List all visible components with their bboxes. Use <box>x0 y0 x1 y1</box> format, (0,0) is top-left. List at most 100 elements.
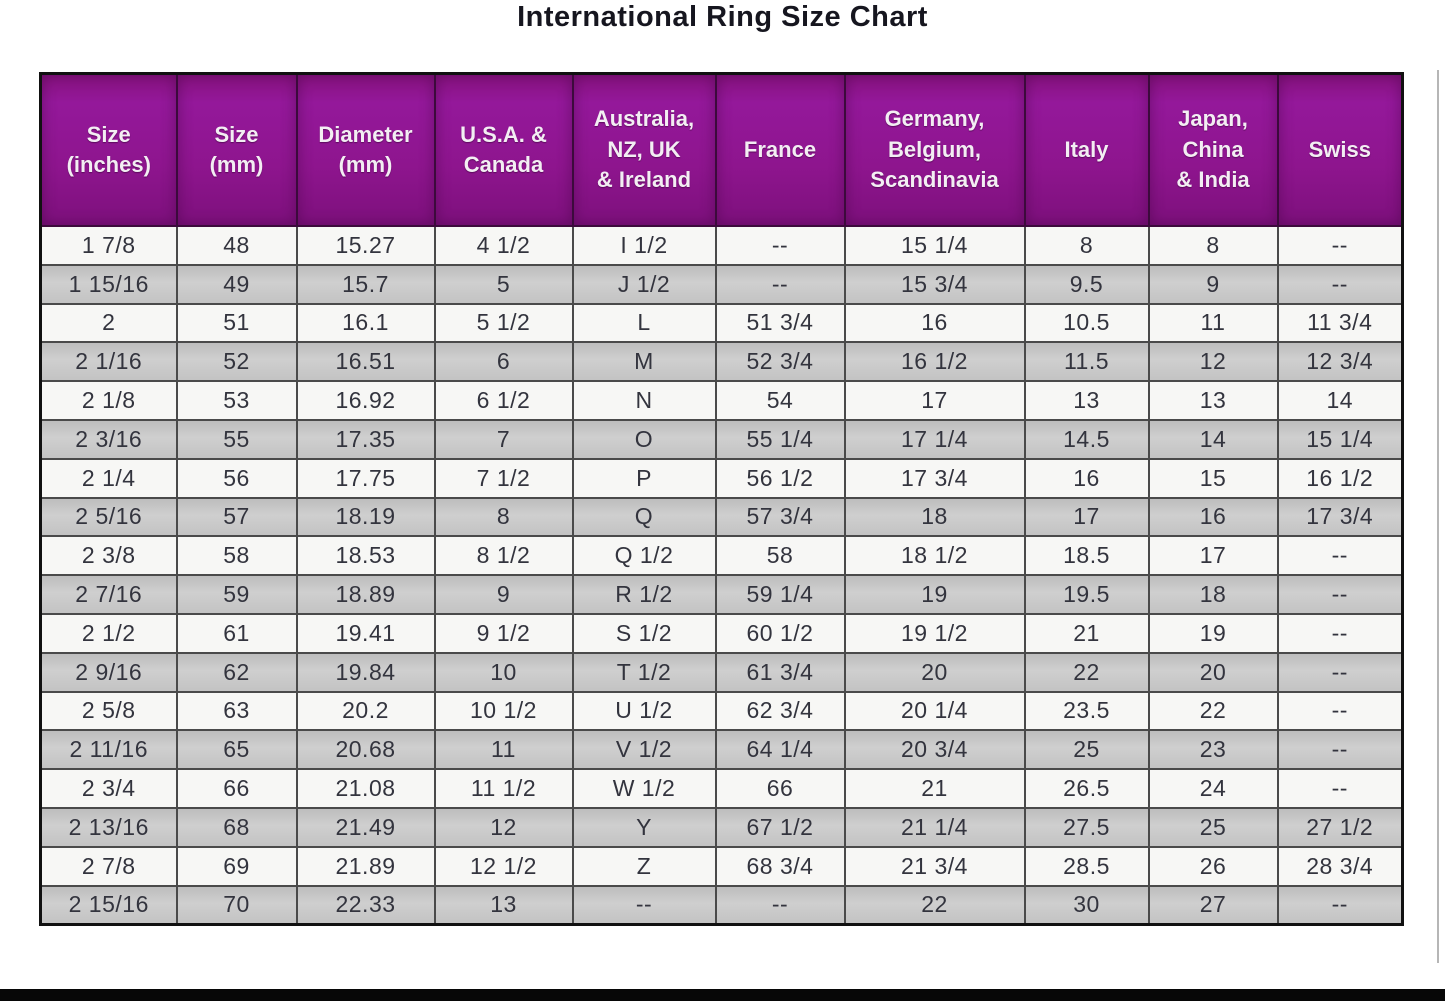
table-cell: 2 <box>39 302 178 344</box>
table-cell: 14 <box>1276 380 1404 421</box>
table-cell: 21 <box>1023 612 1150 654</box>
table-cell: 16 1/2 <box>1276 457 1404 499</box>
table-cell: 9 1/2 <box>433 612 574 654</box>
table-cell: 8 <box>1147 225 1279 266</box>
table-cell: 13 <box>1147 380 1279 421</box>
table-cell: 7 <box>433 418 574 460</box>
header-row: Size (inches) Size (mm) Diameter (mm) U.S.A… <box>39 72 1404 227</box>
table-cell: 2 1/8 <box>39 380 178 421</box>
table-cell: 19.5 <box>1023 574 1150 615</box>
column-header: Australia, NZ, UK & Ireland <box>571 72 717 227</box>
table-cell: -- <box>1276 729 1404 771</box>
table-cell: 58 <box>714 535 846 577</box>
table-cell: M <box>571 341 717 383</box>
table-cell: 20 1/4 <box>843 690 1026 732</box>
table-cell: 27.5 <box>1023 806 1150 848</box>
table-row: 2 9/16 62 19.84 10 T 1/2 61 3/4 20 22 20 -- <box>39 651 1404 693</box>
table-cell: 9 <box>433 574 574 615</box>
table-cell: 11 3/4 <box>1276 302 1404 344</box>
table-cell: 4 1/2 <box>433 225 574 266</box>
table-cell: 5 1/2 <box>433 302 574 344</box>
table-cell: 2 9/16 <box>39 651 178 693</box>
table-cell: 10 1/2 <box>433 690 574 732</box>
table-row: 2 51 16.1 5 1/2 L 51 3/4 16 10.5 11 11 3/4 <box>39 302 1404 344</box>
table-cell: 6 <box>433 341 574 383</box>
table-cell: 27 <box>1147 884 1279 926</box>
table-cell: 2 15/16 <box>39 884 178 926</box>
table-cell: 9 <box>1147 263 1279 305</box>
column-header: Germany, Belgium, Scandinavia <box>843 72 1026 227</box>
table-cell: -- <box>714 225 846 266</box>
table-cell: 14.5 <box>1023 418 1150 460</box>
table-cell: 28.5 <box>1023 845 1150 887</box>
table-cell: 12 <box>433 806 574 848</box>
table-cell: 49 <box>175 263 298 305</box>
table-cell: 15.27 <box>295 225 436 266</box>
table-cell: 67 1/2 <box>714 806 846 848</box>
table-cell: 17 <box>843 380 1026 421</box>
table-cell: 8 1/2 <box>433 535 574 577</box>
table-cell: -- <box>571 884 717 926</box>
table-row: 2 1/2 61 19.41 9 1/2 S 1/2 60 1/2 19 1/2 21 19 -- <box>39 612 1404 654</box>
table-cell: 19 1/2 <box>843 612 1026 654</box>
table-cell: 1 7/8 <box>39 225 178 266</box>
table-cell: Q <box>571 496 717 538</box>
table-cell: 17.35 <box>295 418 436 460</box>
table-cell: 21.08 <box>295 768 436 809</box>
table-cell: T 1/2 <box>571 651 717 693</box>
table-cell: 17 1/4 <box>843 418 1026 460</box>
table-cell: 51 3/4 <box>714 302 846 344</box>
table-cell: -- <box>714 884 846 926</box>
table-cell: 15.7 <box>295 263 436 305</box>
table-cell: 19.41 <box>295 612 436 654</box>
table-cell: 61 3/4 <box>714 651 846 693</box>
table-cell: 20 3/4 <box>843 729 1026 771</box>
table-row: 2 11/16 65 20.68 11 V 1/2 64 1/4 20 3/4 25 23 -- <box>39 729 1404 771</box>
column-header: U.S.A. & Canada <box>433 72 574 227</box>
table-cell: 62 <box>175 651 298 693</box>
table-cell: 2 13/16 <box>39 806 178 848</box>
table-cell: 22 <box>843 884 1026 926</box>
table-cell: 2 1/4 <box>39 457 178 499</box>
table-cell: 24 <box>1147 768 1279 809</box>
table-cell: U 1/2 <box>571 690 717 732</box>
table-cell: 53 <box>175 380 298 421</box>
table-row: 2 13/16 68 21.49 12 Y 67 1/2 21 1/4 27.5 25 27 1/… <box>39 806 1404 848</box>
table-cell: 2 7/16 <box>39 574 178 615</box>
table-cell: 2 5/8 <box>39 690 178 732</box>
table-cell: 18 <box>1147 574 1279 615</box>
table-cell: 16 <box>1023 457 1150 499</box>
table-cell: Q 1/2 <box>571 535 717 577</box>
table-cell: -- <box>1276 768 1404 809</box>
table-cell: 23.5 <box>1023 690 1150 732</box>
table-cell: 26.5 <box>1023 768 1150 809</box>
table-cell: 20.68 <box>295 729 436 771</box>
table-cell: 63 <box>175 690 298 732</box>
table-cell: 62 3/4 <box>714 690 846 732</box>
table-cell: 11 <box>433 729 574 771</box>
table-cell: 26 <box>1147 845 1279 887</box>
table-cell: -- <box>1276 574 1404 615</box>
table-cell: 13 <box>433 884 574 926</box>
table-cell: 2 7/8 <box>39 845 178 887</box>
table-cell: 2 3/16 <box>39 418 178 460</box>
bottom-divider-bar <box>0 989 1445 1001</box>
table-cell: 20 <box>843 651 1026 693</box>
table-cell: 61 <box>175 612 298 654</box>
column-header: Swiss <box>1276 72 1404 227</box>
table-cell: 58 <box>175 535 298 577</box>
column-header: Diameter (mm) <box>295 72 436 227</box>
table-cell: 15 <box>1147 457 1279 499</box>
table-row: 1 15/16 49 15.7 5 J 1/2 -- 15 3/4 9.5 9 -- <box>39 263 1404 305</box>
table-cell: L <box>571 302 717 344</box>
table-cell: 56 <box>175 457 298 499</box>
table-cell: 2 1/16 <box>39 341 178 383</box>
table-cell: 21.49 <box>295 806 436 848</box>
table-cell: 2 3/8 <box>39 535 178 577</box>
table-cell: 2 3/4 <box>39 768 178 809</box>
table-row: 2 5/8 63 20.2 10 1/2 U 1/2 62 3/4 20 1/4 23.5 22… <box>39 690 1404 732</box>
table-cell: -- <box>1276 651 1404 693</box>
table-cell: 9.5 <box>1023 263 1150 305</box>
column-header: Size (inches) <box>39 72 178 227</box>
table-cell: 12 1/2 <box>433 845 574 887</box>
